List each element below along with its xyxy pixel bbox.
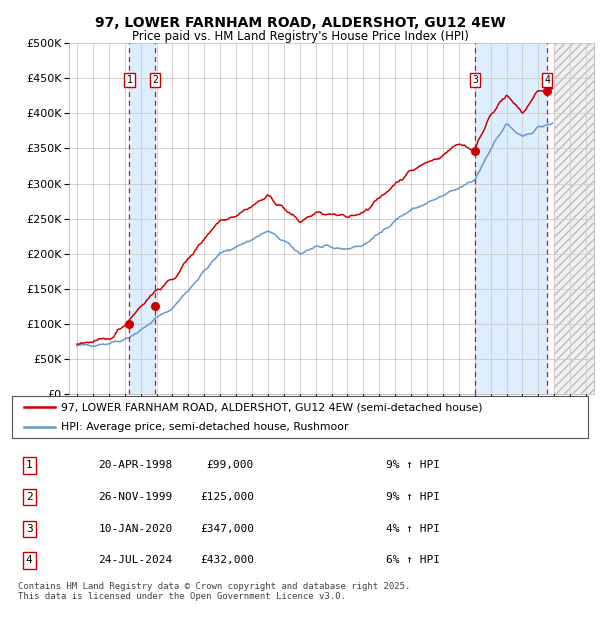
Text: 97, LOWER FARNHAM ROAD, ALDERSHOT, GU12 4EW (semi-detached house): 97, LOWER FARNHAM ROAD, ALDERSHOT, GU12 … xyxy=(61,402,482,412)
Text: 6% ↑ HPI: 6% ↑ HPI xyxy=(386,556,440,565)
Text: £347,000: £347,000 xyxy=(200,524,254,534)
Text: 2: 2 xyxy=(152,75,158,85)
Text: 3: 3 xyxy=(26,524,32,534)
Text: 4% ↑ HPI: 4% ↑ HPI xyxy=(386,524,440,534)
Text: 97, LOWER FARNHAM ROAD, ALDERSHOT, GU12 4EW: 97, LOWER FARNHAM ROAD, ALDERSHOT, GU12 … xyxy=(95,16,505,30)
Text: £432,000: £432,000 xyxy=(200,556,254,565)
Text: 4: 4 xyxy=(26,556,32,565)
Text: 10-JAN-2020: 10-JAN-2020 xyxy=(98,524,173,534)
Bar xyxy=(554,43,594,394)
Text: £99,000: £99,000 xyxy=(206,461,254,471)
Text: Price paid vs. HM Land Registry's House Price Index (HPI): Price paid vs. HM Land Registry's House … xyxy=(131,30,469,43)
Text: Contains HM Land Registry data © Crown copyright and database right 2025.
This d: Contains HM Land Registry data © Crown c… xyxy=(18,582,410,601)
Bar xyxy=(475,43,547,394)
Text: 4: 4 xyxy=(544,75,550,85)
Text: 2: 2 xyxy=(26,492,32,502)
Text: 1: 1 xyxy=(127,75,133,85)
Bar xyxy=(130,43,155,394)
Text: 3: 3 xyxy=(472,75,478,85)
Text: 1: 1 xyxy=(26,461,32,471)
Text: 26-NOV-1999: 26-NOV-1999 xyxy=(98,492,173,502)
Text: 9% ↑ HPI: 9% ↑ HPI xyxy=(386,461,440,471)
Text: 20-APR-1998: 20-APR-1998 xyxy=(98,461,173,471)
Text: HPI: Average price, semi-detached house, Rushmoor: HPI: Average price, semi-detached house,… xyxy=(61,422,349,432)
Bar xyxy=(554,43,594,394)
Text: 24-JUL-2024: 24-JUL-2024 xyxy=(98,556,173,565)
Text: £125,000: £125,000 xyxy=(200,492,254,502)
Text: 9% ↑ HPI: 9% ↑ HPI xyxy=(386,492,440,502)
